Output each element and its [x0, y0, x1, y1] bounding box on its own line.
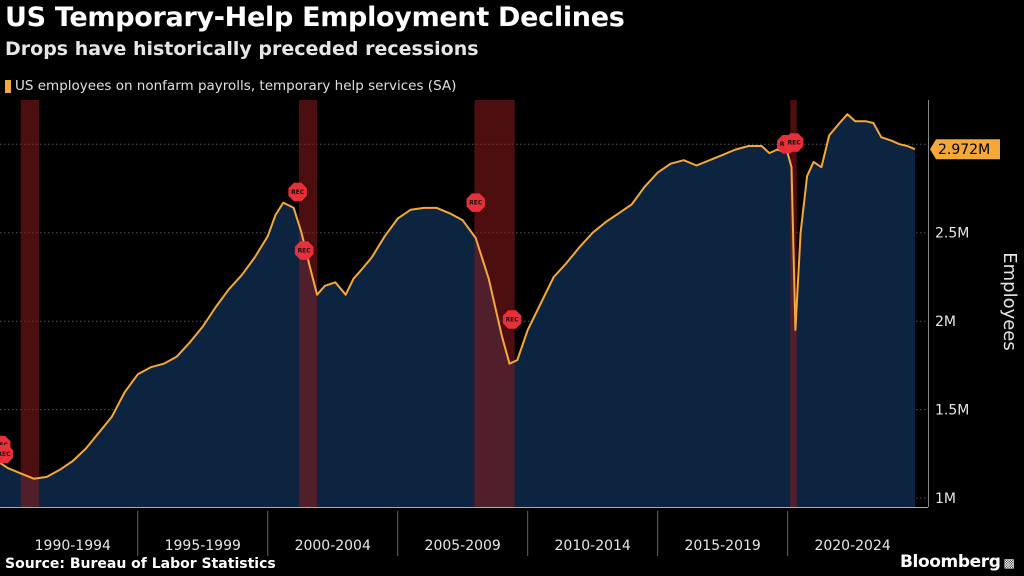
x-tick-label: 2015-2019 [684, 538, 760, 554]
recession-marker-label: REC [291, 189, 305, 196]
recession-marker [466, 193, 485, 212]
last-value-label: 2.972M [938, 142, 990, 158]
recession-marker-label: REC [0, 451, 11, 458]
y-axis-title: Employees [999, 252, 1020, 351]
series-area [0, 114, 916, 507]
bloomberg-logo: Bloomberg ▩ [900, 552, 1015, 572]
recession-marker-label: REC [298, 247, 312, 254]
legend: US employees on nonfarm payrolls, tempor… [5, 78, 456, 94]
x-tick-label: 2000-2004 [295, 538, 371, 554]
recession-marker [294, 241, 314, 260]
recession-marker [784, 133, 804, 152]
legend-swatch [5, 79, 11, 93]
recession-band [20, 100, 39, 507]
x-tick-label: 1990-1994 [35, 538, 111, 554]
x-tick-label: 1995-1999 [165, 538, 241, 554]
chart-subtitle: Drops have historically preceded recessi… [5, 38, 479, 60]
bar-chart-icon: ▩ [1003, 556, 1015, 570]
last-value-tag [930, 139, 1000, 160]
y-tick-label: 2M [935, 314, 956, 330]
recession-marker-label: REC [469, 200, 483, 207]
recession-marker [0, 444, 14, 464]
y-tick-label: 1.5M [935, 403, 969, 419]
recession-band [298, 100, 318, 507]
recession-marker [502, 310, 522, 329]
source-note: Source: Bureau of Labor Statistics [5, 556, 276, 572]
series-line [0, 113, 916, 480]
chart-title: US Temporary-Help Employment Declines [5, 2, 625, 33]
recession-marker [288, 182, 307, 202]
recession-marker-label: REC [506, 316, 520, 323]
recession-band [790, 100, 797, 507]
y-tick-label: 1M [935, 491, 956, 507]
x-tick-label: 2005-2009 [425, 538, 501, 554]
x-tick-label: 2010-2014 [555, 538, 631, 554]
recession-marker-label: REC [788, 139, 802, 146]
legend-label: US employees on nonfarm payrolls, tempor… [15, 78, 457, 94]
y-tick-label: 2.5M [935, 226, 969, 242]
x-tick-label: 2020-2024 [814, 538, 890, 554]
